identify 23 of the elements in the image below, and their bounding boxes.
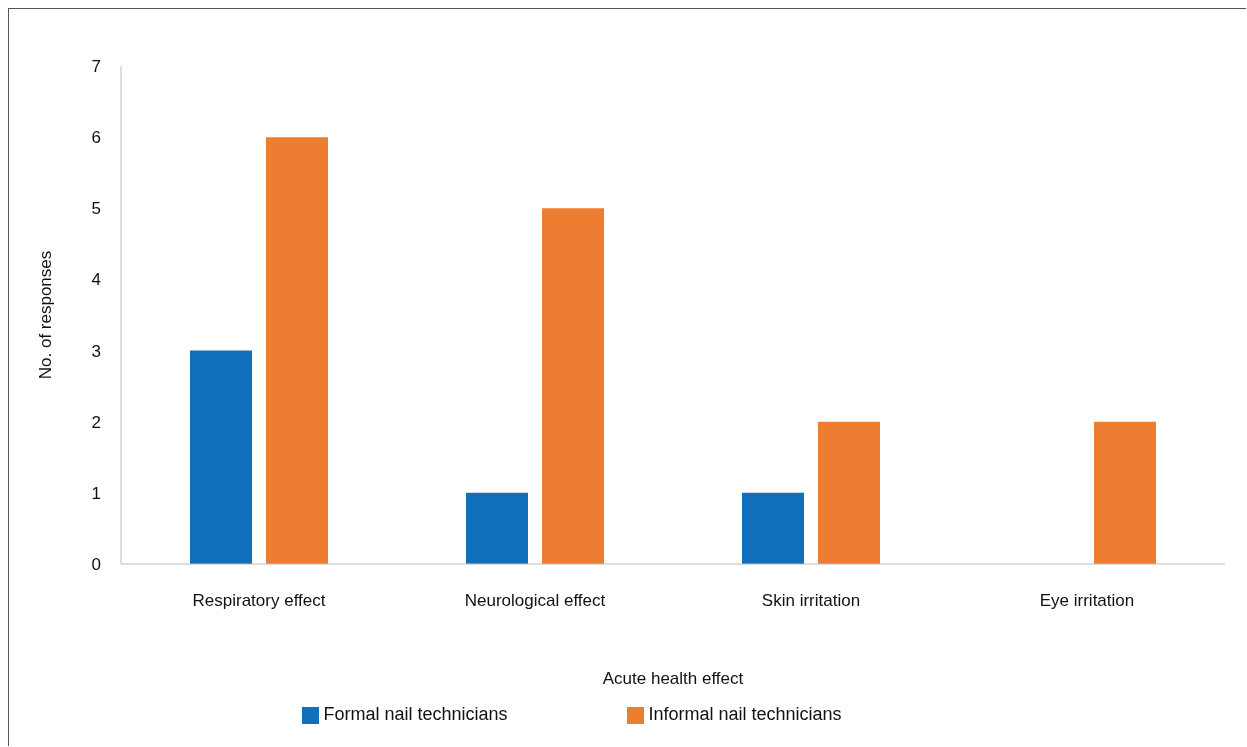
y-tick-label: 6 [91, 128, 101, 148]
y-tick-label: 4 [91, 270, 101, 290]
x-tick-label: Respiratory effect [192, 591, 326, 611]
y-tick-label: 3 [91, 341, 101, 361]
legend-label: Informal nail technicians [648, 704, 842, 724]
bar [1094, 421, 1156, 564]
x-tick-label: Eye irritation [1039, 591, 1135, 611]
y-tick-label: 0 [91, 555, 101, 575]
legend-label: Formal nail technicians [323, 704, 508, 724]
bar [818, 421, 880, 564]
bar [466, 492, 528, 564]
y-tick-label: 1 [91, 483, 101, 503]
x-tick-label: Skin irritation [761, 591, 861, 611]
y-axis-title: No. of responses [36, 250, 56, 380]
x-tick-label: Neurological effect [464, 591, 606, 611]
y-tick-label: 2 [91, 412, 101, 432]
bar [266, 137, 328, 564]
y-tick-label: 5 [91, 199, 101, 219]
x-axis-title: Acute health effect [602, 669, 744, 689]
bar [542, 208, 604, 564]
bar [190, 350, 252, 564]
y-tick-label: 7 [91, 57, 101, 77]
bar [742, 492, 804, 564]
